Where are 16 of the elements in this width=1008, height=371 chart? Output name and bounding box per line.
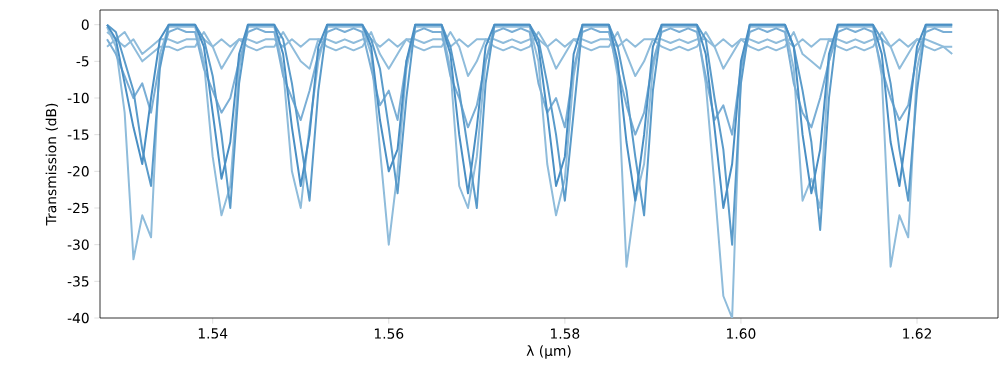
y-axis-title: Transmission (dB) — [45, 103, 58, 226]
y-tick-label: -35 — [67, 276, 89, 287]
y-tick-label: -10 — [67, 92, 89, 104]
x-axis-title: λ (µm) — [526, 345, 571, 359]
y-tick-label: -40 — [67, 312, 89, 324]
y-tick-label: -30 — [67, 239, 89, 250]
y-tick-label: -25 — [67, 202, 89, 214]
y-tick-label: -20 — [67, 166, 89, 177]
y-tick-label: 0 — [81, 19, 89, 30]
x-tick-label: 1.60 — [727, 328, 756, 339]
x-tick-label: 1.62 — [903, 328, 931, 339]
y-tick-label: -5 — [76, 56, 89, 67]
y-tick-label: -15 — [67, 129, 89, 140]
x-tick-label: 1.56 — [374, 328, 404, 339]
x-tick-label: 1.58 — [550, 328, 580, 339]
x-tick-label: 1.54 — [198, 328, 228, 339]
